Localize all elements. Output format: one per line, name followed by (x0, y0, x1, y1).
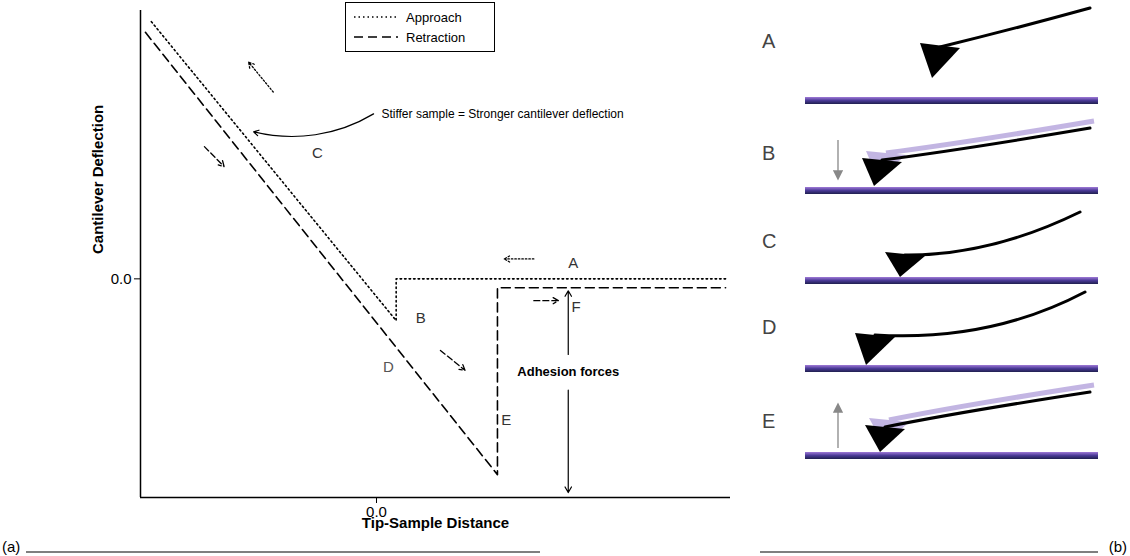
svg-text:B: B (762, 142, 775, 164)
svg-text:B: B (416, 309, 426, 326)
svg-text:Adhesion forces: Adhesion forces (517, 364, 619, 379)
svg-text:E: E (762, 410, 775, 432)
svg-text:C: C (762, 230, 776, 252)
svg-text:0.0: 0.0 (366, 503, 387, 521)
svg-text:(b): (b) (1109, 538, 1127, 555)
svg-text:D: D (762, 316, 776, 338)
svg-text:0.0: 0.0 (111, 270, 132, 287)
svg-text:(a): (a) (2, 538, 20, 555)
svg-text:C: C (312, 144, 323, 161)
svg-text:E: E (501, 411, 511, 428)
svg-text:Stiffer sample = Stronger cant: Stiffer sample = Stronger cantilever def… (381, 107, 623, 121)
svg-text:D: D (383, 358, 394, 375)
html-text:Approach: Approach (406, 9, 462, 25)
svg-text:Cantilever Deflection: Cantilever Deflection (89, 105, 106, 254)
svg-text:A: A (762, 30, 776, 52)
svg-text:F: F (572, 298, 581, 315)
svg-text:Tip-Sample Distance: Tip-Sample Distance (362, 514, 509, 531)
html-text:Retraction: Retraction (406, 29, 466, 45)
svg-text:A: A (568, 254, 578, 271)
